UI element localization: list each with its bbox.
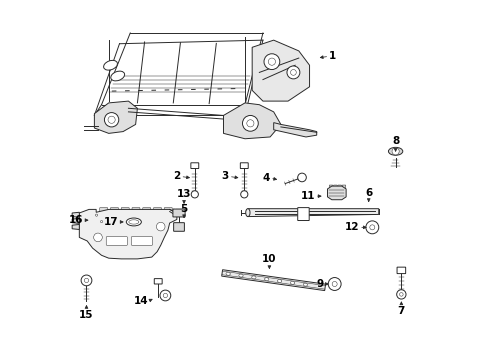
Polygon shape [79, 210, 177, 259]
Ellipse shape [291, 282, 294, 284]
Ellipse shape [126, 218, 141, 226]
FancyBboxPatch shape [329, 185, 333, 189]
Text: 11: 11 [300, 191, 315, 201]
Polygon shape [223, 103, 281, 139]
Polygon shape [248, 209, 379, 217]
Circle shape [163, 293, 168, 298]
Ellipse shape [277, 280, 282, 283]
Polygon shape [95, 101, 137, 134]
Ellipse shape [252, 276, 256, 279]
Circle shape [96, 214, 98, 216]
Circle shape [100, 221, 102, 223]
Circle shape [243, 116, 258, 131]
FancyBboxPatch shape [111, 208, 119, 212]
Circle shape [247, 120, 254, 127]
Ellipse shape [389, 147, 403, 155]
Text: 15: 15 [79, 310, 94, 320]
Circle shape [397, 290, 406, 299]
Polygon shape [274, 123, 317, 137]
Text: 16: 16 [69, 215, 83, 225]
Ellipse shape [111, 71, 124, 81]
FancyBboxPatch shape [100, 208, 108, 212]
Text: 8: 8 [392, 136, 399, 146]
FancyBboxPatch shape [240, 163, 248, 168]
Polygon shape [72, 212, 79, 217]
Circle shape [269, 58, 275, 65]
Text: 9: 9 [316, 279, 323, 289]
FancyBboxPatch shape [173, 223, 184, 231]
Text: 7: 7 [398, 306, 405, 316]
Circle shape [370, 225, 375, 230]
Circle shape [264, 54, 280, 69]
Circle shape [291, 69, 296, 75]
Circle shape [392, 148, 399, 155]
Text: 12: 12 [344, 222, 359, 232]
Circle shape [81, 275, 92, 286]
Text: 4: 4 [263, 173, 270, 183]
FancyBboxPatch shape [131, 237, 152, 245]
Circle shape [241, 191, 248, 198]
Circle shape [366, 221, 379, 234]
Circle shape [156, 222, 165, 231]
FancyBboxPatch shape [106, 237, 127, 245]
Circle shape [191, 191, 198, 198]
FancyBboxPatch shape [143, 208, 151, 212]
FancyBboxPatch shape [132, 208, 140, 212]
Circle shape [160, 290, 171, 301]
Polygon shape [221, 270, 325, 291]
Text: 17: 17 [104, 217, 119, 227]
FancyBboxPatch shape [298, 208, 309, 221]
Circle shape [332, 282, 337, 287]
Ellipse shape [239, 274, 243, 277]
Circle shape [399, 293, 403, 296]
FancyBboxPatch shape [342, 185, 346, 189]
Circle shape [84, 278, 89, 283]
FancyBboxPatch shape [122, 208, 129, 212]
Circle shape [298, 173, 306, 182]
Ellipse shape [303, 283, 308, 286]
Polygon shape [72, 219, 79, 224]
Polygon shape [327, 186, 346, 200]
FancyBboxPatch shape [397, 267, 406, 274]
Circle shape [94, 233, 102, 242]
FancyBboxPatch shape [164, 208, 172, 212]
FancyBboxPatch shape [173, 209, 185, 217]
FancyBboxPatch shape [153, 208, 161, 212]
FancyBboxPatch shape [191, 163, 199, 168]
Circle shape [104, 113, 119, 127]
Polygon shape [95, 212, 104, 223]
Polygon shape [252, 40, 310, 101]
Text: 1: 1 [329, 51, 337, 61]
Polygon shape [72, 225, 79, 229]
Ellipse shape [129, 220, 139, 224]
Text: 6: 6 [365, 188, 372, 198]
Ellipse shape [226, 272, 230, 275]
Ellipse shape [265, 278, 269, 281]
FancyBboxPatch shape [334, 185, 337, 189]
Circle shape [108, 116, 115, 123]
Circle shape [287, 66, 300, 79]
Ellipse shape [103, 60, 118, 70]
FancyBboxPatch shape [338, 185, 342, 189]
Text: 13: 13 [177, 189, 191, 199]
Text: 10: 10 [262, 254, 277, 264]
Ellipse shape [245, 209, 250, 217]
Text: 14: 14 [134, 296, 148, 306]
Text: 2: 2 [173, 171, 180, 181]
Text: 5: 5 [180, 204, 188, 214]
Text: 3: 3 [221, 171, 229, 181]
FancyBboxPatch shape [154, 279, 162, 284]
Circle shape [328, 278, 341, 291]
